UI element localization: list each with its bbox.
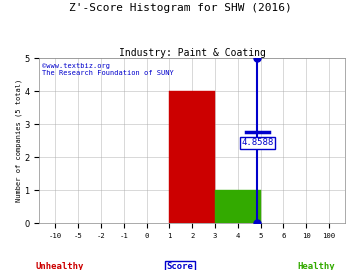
Title: Industry: Paint & Coating: Industry: Paint & Coating: [119, 48, 266, 58]
Bar: [215, 190, 261, 223]
Text: 4.8588: 4.8588: [241, 138, 274, 147]
Text: Unhealthy: Unhealthy: [36, 262, 84, 270]
Y-axis label: Number of companies (5 total): Number of companies (5 total): [15, 79, 22, 202]
Text: Score: Score: [167, 262, 193, 270]
Text: Z'-Score Histogram for SHW (2016): Z'-Score Histogram for SHW (2016): [69, 3, 291, 13]
Text: Healthy: Healthy: [297, 262, 335, 270]
Text: ©www.textbiz.org
The Research Foundation of SUNY: ©www.textbiz.org The Research Foundation…: [42, 63, 174, 76]
Bar: [169, 91, 215, 223]
